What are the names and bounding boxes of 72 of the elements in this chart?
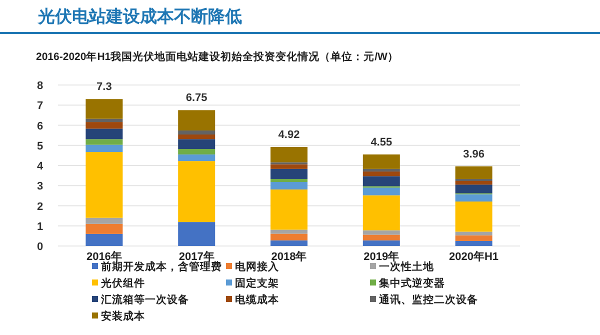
y-tick-label: 6	[36, 120, 44, 132]
bar	[270, 182, 308, 190]
y-tick-label: 5	[36, 140, 44, 152]
y-tick-label: 0	[36, 241, 44, 253]
bar	[178, 139, 216, 149]
bar	[178, 134, 216, 140]
bar	[86, 224, 123, 234]
bar	[455, 240, 492, 246]
bar	[178, 130, 216, 135]
bar	[455, 235, 492, 241]
y-tick-label: 3	[36, 180, 44, 193]
bar	[86, 118, 123, 122]
chart-subtitle: 2016-2020年H1我国光伏地面电站建设初始全投资变化情况（单位：元/W）	[36, 50, 398, 63]
legend-label: 电缆成本	[235, 293, 280, 306]
total-label: 4.55	[370, 136, 392, 148]
bar	[455, 202, 492, 232]
bar	[455, 166, 492, 179]
bar	[86, 139, 123, 145]
total-label: 4.92	[278, 128, 300, 141]
bar	[270, 168, 308, 179]
bar	[86, 144, 123, 152]
bar	[270, 240, 308, 246]
legend-label: 固定支架	[235, 276, 279, 290]
bar	[362, 168, 400, 172]
x-tick-label: 2020年H1	[449, 250, 499, 263]
bar	[362, 230, 400, 235]
y-tick-label: 2	[36, 200, 44, 213]
legend-label: 集中式逆变器	[378, 276, 445, 290]
bar	[362, 234, 400, 240]
bar	[455, 180, 492, 185]
total-label: 6.75	[186, 92, 208, 104]
bar	[270, 230, 308, 234]
legend-label: 汇流箱等一次设备	[100, 293, 189, 306]
bar	[455, 232, 492, 236]
bar	[362, 176, 400, 186]
bar	[270, 164, 308, 169]
y-tick-label: 8	[36, 80, 44, 92]
legend-label: 安装成本	[101, 310, 146, 322]
bar	[178, 110, 216, 130]
bar	[86, 128, 123, 140]
bar	[86, 99, 123, 119]
legend-label: 通讯、监控二次设备	[378, 293, 478, 306]
bar	[178, 154, 216, 162]
bar	[178, 161, 216, 222]
total-label: 7.3	[96, 81, 112, 94]
legend-label: 一次性土地	[379, 260, 435, 273]
bar	[270, 234, 308, 240]
y-tick-label: 1	[36, 220, 44, 233]
bar	[270, 146, 308, 162]
bar	[86, 152, 123, 218]
chart-title: 光伏电站建设成本不断降低	[37, 7, 242, 26]
bar	[270, 178, 308, 182]
bar	[362, 172, 400, 176]
bar	[86, 218, 123, 224]
bar	[86, 234, 123, 246]
bar	[455, 194, 492, 202]
bar	[178, 148, 216, 154]
y-tick-label: 7	[36, 100, 44, 112]
legend-label: 光伏组件	[100, 276, 145, 290]
bar	[86, 122, 123, 129]
bar	[362, 240, 400, 246]
bar	[362, 188, 400, 196]
total-label: 3.96	[463, 148, 485, 160]
x-tick-label: 2019年	[364, 250, 400, 263]
legend-label: 前期开发成本，含管理费	[100, 260, 222, 273]
bar	[178, 222, 216, 246]
y-tick-label: 4	[36, 160, 44, 172]
legend-label: 电网接入	[235, 260, 280, 273]
bar	[362, 195, 400, 230]
bar	[270, 189, 308, 230]
bar	[455, 184, 492, 194]
bar	[362, 154, 400, 169]
